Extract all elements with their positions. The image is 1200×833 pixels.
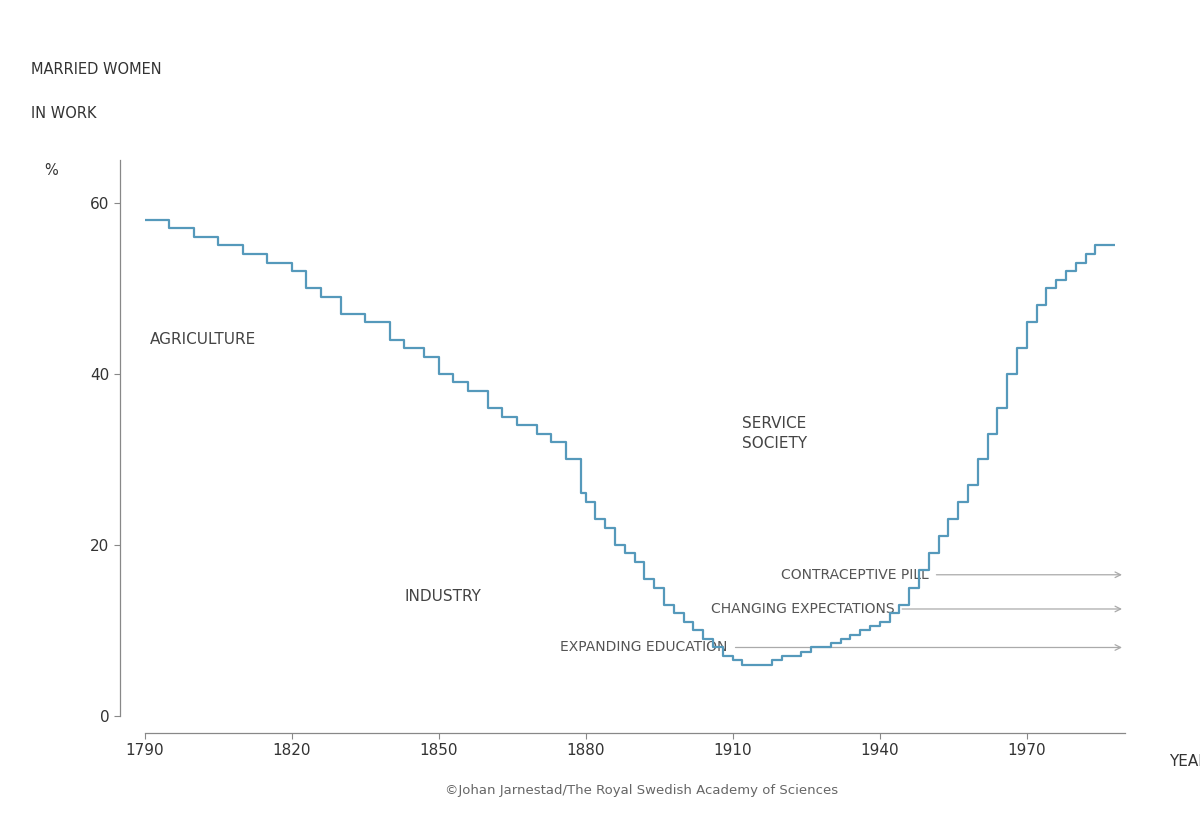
- Text: AGRICULTURE: AGRICULTURE: [150, 332, 256, 347]
- Text: ©Johan Jarnestad/The Royal Swedish Academy of Sciences: ©Johan Jarnestad/The Royal Swedish Acade…: [445, 784, 839, 796]
- Text: IN WORK: IN WORK: [31, 107, 97, 122]
- Text: %: %: [43, 163, 58, 178]
- Text: MARRIED WOMEN: MARRIED WOMEN: [31, 62, 162, 77]
- Text: INDUSTRY: INDUSTRY: [404, 589, 481, 604]
- Text: CHANGING EXPECTATIONS: CHANGING EXPECTATIONS: [710, 602, 894, 616]
- Text: CONTRACEPTIVE PILL: CONTRACEPTIVE PILL: [781, 568, 929, 581]
- Text: YEAR: YEAR: [1169, 754, 1200, 769]
- Text: SERVICE
SOCIETY: SERVICE SOCIETY: [743, 416, 808, 451]
- Text: EXPANDING EDUCATION: EXPANDING EDUCATION: [560, 641, 727, 655]
